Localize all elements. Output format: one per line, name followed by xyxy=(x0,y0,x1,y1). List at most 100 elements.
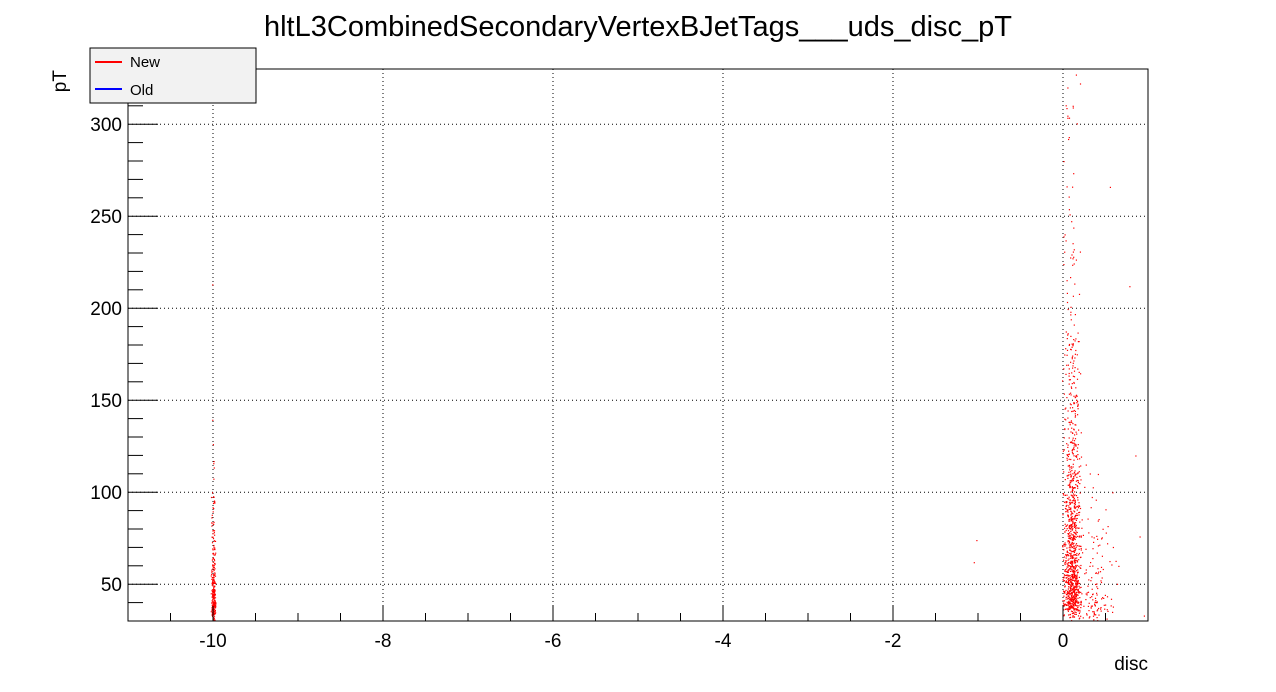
data-point xyxy=(1081,527,1083,529)
data-point xyxy=(1070,473,1072,475)
data-point xyxy=(1075,595,1078,597)
data-point xyxy=(1070,480,1072,482)
data-point xyxy=(1075,543,1078,545)
data-point xyxy=(1074,500,1076,502)
data-point xyxy=(212,603,214,605)
data-point xyxy=(212,444,214,446)
data-point xyxy=(1087,605,1089,607)
data-point xyxy=(214,563,216,565)
data-point xyxy=(1072,566,1074,568)
data-point xyxy=(1067,562,1069,564)
data-point xyxy=(1077,458,1079,460)
data-point xyxy=(1077,480,1079,482)
data-point xyxy=(1068,600,1070,602)
data-point xyxy=(1077,591,1079,593)
data-point xyxy=(1067,509,1069,511)
data-point xyxy=(1063,549,1065,551)
data-point xyxy=(1070,441,1072,443)
data-point xyxy=(1082,534,1084,536)
legend-box xyxy=(89,47,257,104)
data-point xyxy=(1064,418,1066,420)
data-point xyxy=(1073,547,1075,550)
data-point xyxy=(1074,416,1076,418)
data-point xyxy=(1073,500,1075,502)
data-point xyxy=(1070,584,1072,586)
data-point xyxy=(1071,574,1073,576)
data-point xyxy=(1077,408,1079,410)
data-point xyxy=(1067,474,1069,476)
data-point xyxy=(1070,610,1073,612)
data-point xyxy=(1075,431,1077,433)
data-point xyxy=(1072,264,1074,266)
data-point xyxy=(1076,584,1078,586)
data-point xyxy=(1067,334,1069,336)
data-point xyxy=(1068,593,1071,595)
data-point xyxy=(1065,608,1067,610)
data-point xyxy=(1067,591,1069,594)
data-point xyxy=(1073,608,1075,610)
data-point xyxy=(1067,428,1069,430)
data-point xyxy=(1069,524,1071,526)
data-point xyxy=(213,609,215,611)
data-point xyxy=(1074,413,1076,415)
data-point xyxy=(1068,598,1070,600)
data-point xyxy=(212,548,214,550)
data-point xyxy=(1063,600,1066,602)
data-point xyxy=(1075,506,1077,508)
data-point xyxy=(1105,509,1107,511)
data-point xyxy=(1064,562,1066,564)
data-point xyxy=(211,559,213,561)
data-point xyxy=(1075,495,1078,497)
data-point xyxy=(1071,451,1073,453)
data-point xyxy=(1073,586,1076,588)
data-point xyxy=(1067,608,1069,610)
data-point xyxy=(1071,488,1074,490)
data-point xyxy=(1075,597,1077,599)
data-point xyxy=(1067,535,1069,537)
data-point xyxy=(1068,527,1070,529)
data-point xyxy=(214,548,216,551)
data-point xyxy=(1095,499,1097,501)
data-point xyxy=(1069,474,1071,476)
data-point xyxy=(1088,610,1090,612)
data-point xyxy=(1073,445,1075,447)
data-point xyxy=(1079,511,1081,513)
data-point xyxy=(1067,511,1069,513)
axis-tick-labels: -10 -8 -6 -4 -2 0 50 100 150 200 250 300 xyxy=(90,115,1068,652)
data-point xyxy=(214,589,216,591)
data-point xyxy=(1069,532,1071,534)
data-point xyxy=(1073,487,1075,489)
data-point xyxy=(1067,610,1069,612)
data-point xyxy=(213,569,215,571)
data-point xyxy=(1069,538,1071,540)
data-point xyxy=(1092,615,1095,617)
data-point xyxy=(1087,585,1089,587)
data-point xyxy=(1078,591,1080,593)
data-point xyxy=(213,500,216,502)
data-point xyxy=(1078,514,1080,516)
data-point xyxy=(1067,115,1069,117)
data-point xyxy=(1072,105,1074,107)
data-point xyxy=(1065,511,1067,513)
data-point xyxy=(213,478,215,480)
data-point xyxy=(1070,582,1072,584)
data-point xyxy=(1074,602,1076,604)
data-point xyxy=(1079,603,1081,605)
data-point xyxy=(1093,541,1095,543)
data-point xyxy=(1065,373,1067,375)
data-point xyxy=(1071,526,1073,528)
data-point xyxy=(1091,536,1093,538)
data-point xyxy=(1067,574,1069,576)
data-point xyxy=(1101,598,1103,600)
data-point xyxy=(1067,475,1069,477)
data-point xyxy=(1079,609,1081,611)
data-point xyxy=(1078,371,1080,373)
data-point xyxy=(1068,575,1070,577)
data-point xyxy=(1070,431,1072,433)
data-point xyxy=(1072,576,1074,578)
data-point xyxy=(1064,251,1066,253)
data-point xyxy=(1073,542,1075,544)
data-point xyxy=(1064,561,1066,564)
data-point xyxy=(1079,492,1081,494)
data-point xyxy=(1070,518,1072,520)
